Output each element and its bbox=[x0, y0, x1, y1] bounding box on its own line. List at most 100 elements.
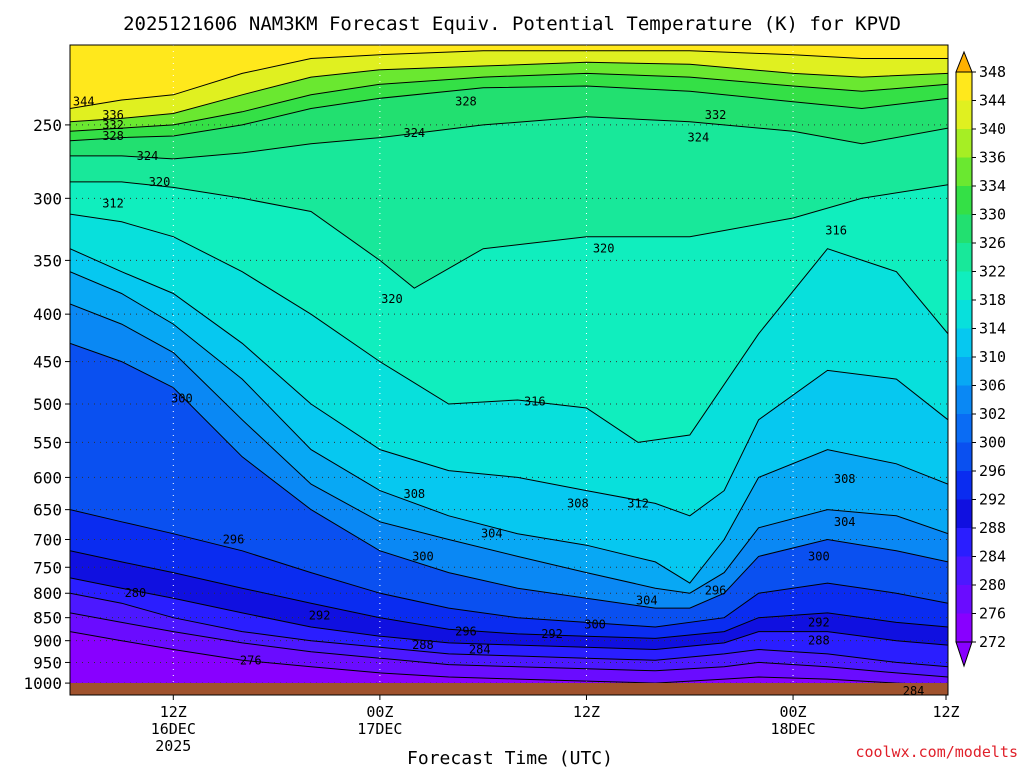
colorbar-swatch bbox=[956, 471, 972, 500]
colorbar-label: 310 bbox=[979, 348, 1006, 366]
colorbar-swatch bbox=[956, 100, 972, 129]
colorbar-swatch bbox=[956, 442, 972, 471]
colorbar-swatch bbox=[956, 72, 972, 101]
y-tick-label: 500 bbox=[33, 395, 62, 414]
colorbar: 272 276 280 284 288 292 296 300 302 306 310 314 318 3… bbox=[955, 50, 1006, 668]
contour-label: 292 bbox=[309, 608, 331, 622]
filled-contours bbox=[70, 45, 948, 695]
colorbar-swatch bbox=[956, 243, 972, 272]
contour-label: 320 bbox=[593, 242, 615, 256]
contour-332 bbox=[70, 72, 948, 132]
x-tick-label: 2025 bbox=[155, 737, 191, 755]
colorbar-swatch bbox=[956, 499, 972, 528]
contour-label: 336 bbox=[102, 108, 124, 122]
ground-surface bbox=[70, 683, 948, 695]
y-tick-label: 450 bbox=[33, 353, 62, 372]
colorbar-swatch bbox=[956, 385, 972, 414]
colorbar-swatch bbox=[956, 214, 972, 243]
contour-312 bbox=[70, 248, 948, 517]
contour-296 bbox=[70, 509, 948, 628]
contour-label: 344 bbox=[73, 95, 95, 109]
y-tick-label: 650 bbox=[33, 501, 62, 520]
contour-labels: 3443363323283243203123283243323243203163… bbox=[73, 95, 925, 698]
x-axis-title: Forecast Time (UTC) bbox=[407, 748, 613, 768]
colorbar-swatch bbox=[956, 556, 972, 585]
contour-label: 304 bbox=[834, 515, 856, 529]
contour-284 bbox=[70, 592, 948, 668]
y-tick-label: 850 bbox=[33, 609, 62, 628]
colorbar-label: 340 bbox=[979, 120, 1006, 138]
contour-label: 300 bbox=[412, 549, 434, 563]
x-tick-label: 18DEC bbox=[770, 720, 815, 738]
contour-label: 332 bbox=[705, 108, 727, 122]
colorbar-label: 344 bbox=[979, 92, 1006, 110]
colorbar-swatch bbox=[956, 414, 972, 443]
colorbar-swatch bbox=[956, 157, 972, 186]
y-tick-label: 400 bbox=[33, 305, 62, 324]
contour-label: 332 bbox=[102, 118, 124, 132]
contour-label: 316 bbox=[825, 224, 847, 238]
colorbar-label: 296 bbox=[979, 462, 1006, 480]
colorbar-label: 330 bbox=[979, 206, 1006, 224]
contour-label: 324 bbox=[688, 131, 710, 145]
contour-292 bbox=[70, 550, 948, 639]
x-tick-label: 17DEC bbox=[357, 720, 402, 738]
contour-344 bbox=[70, 50, 948, 109]
contour-label: 300 bbox=[171, 391, 193, 405]
contour-label: 312 bbox=[102, 197, 124, 211]
y-tick-label: 250 bbox=[33, 116, 62, 135]
colorbar-label: 288 bbox=[979, 519, 1006, 537]
y-tick-label: 950 bbox=[33, 653, 62, 672]
colorbar-label: 306 bbox=[979, 377, 1006, 395]
colorbar-swatch bbox=[956, 186, 972, 215]
y-tick-label: 300 bbox=[33, 189, 62, 208]
contour-label: 304 bbox=[636, 594, 658, 608]
colorbar-swatch bbox=[956, 613, 972, 642]
contour-324 bbox=[70, 116, 948, 160]
colorbar-label: 322 bbox=[979, 263, 1006, 281]
contour-label: 308 bbox=[834, 472, 856, 486]
contour-label: 304 bbox=[481, 527, 503, 541]
credit-text: coolwx.com/modelts bbox=[855, 743, 1018, 761]
contour-label: 292 bbox=[808, 615, 830, 629]
colorbar-bottom-arrow bbox=[955, 641, 973, 668]
contour-328 bbox=[70, 85, 948, 142]
colorbar-top-arrow bbox=[955, 50, 973, 73]
colorbar-swatch bbox=[956, 129, 972, 158]
contour-label: 284 bbox=[469, 643, 491, 657]
contour-label: 276 bbox=[240, 653, 262, 667]
contour-336 bbox=[70, 61, 948, 123]
colorbar-label: 280 bbox=[979, 576, 1006, 594]
colorbar-label: 302 bbox=[979, 405, 1006, 423]
contour-304 bbox=[70, 303, 948, 594]
colorbar-swatch bbox=[956, 328, 972, 357]
colorbar-swatch bbox=[956, 357, 972, 386]
contour-308 bbox=[70, 271, 948, 584]
contour-label: 288 bbox=[808, 634, 830, 648]
plot-frame bbox=[69, 44, 949, 696]
contour-316 bbox=[70, 213, 948, 443]
y-tick-label: 600 bbox=[33, 468, 62, 487]
colorbar-swatch bbox=[956, 585, 972, 614]
plot-area: 3443363323283243203123283243323243203163… bbox=[70, 45, 948, 698]
colorbar-label: 348 bbox=[979, 63, 1006, 81]
contour-label: 284 bbox=[903, 684, 925, 698]
y-tick-label: 350 bbox=[33, 251, 62, 270]
colorbar-label: 292 bbox=[979, 491, 1006, 509]
contour-label: 308 bbox=[567, 496, 589, 510]
y-tick-label: 700 bbox=[33, 530, 62, 549]
contour-288 bbox=[70, 577, 948, 651]
contour-label: 288 bbox=[412, 638, 434, 652]
y-tick-label: 800 bbox=[33, 584, 62, 603]
x-tick-label: 12Z bbox=[932, 703, 959, 721]
x-tick-label: 16DEC bbox=[151, 720, 196, 738]
colorbar-label: 314 bbox=[979, 320, 1006, 338]
y-tick-label: 750 bbox=[33, 558, 62, 577]
x-tick-label: 00Z bbox=[366, 703, 393, 721]
contour-280 bbox=[70, 612, 948, 678]
y-tick-label: 550 bbox=[33, 433, 62, 452]
contour-label: 312 bbox=[627, 496, 649, 510]
contour-label: 316 bbox=[524, 395, 546, 409]
contour-label: 292 bbox=[541, 627, 563, 641]
